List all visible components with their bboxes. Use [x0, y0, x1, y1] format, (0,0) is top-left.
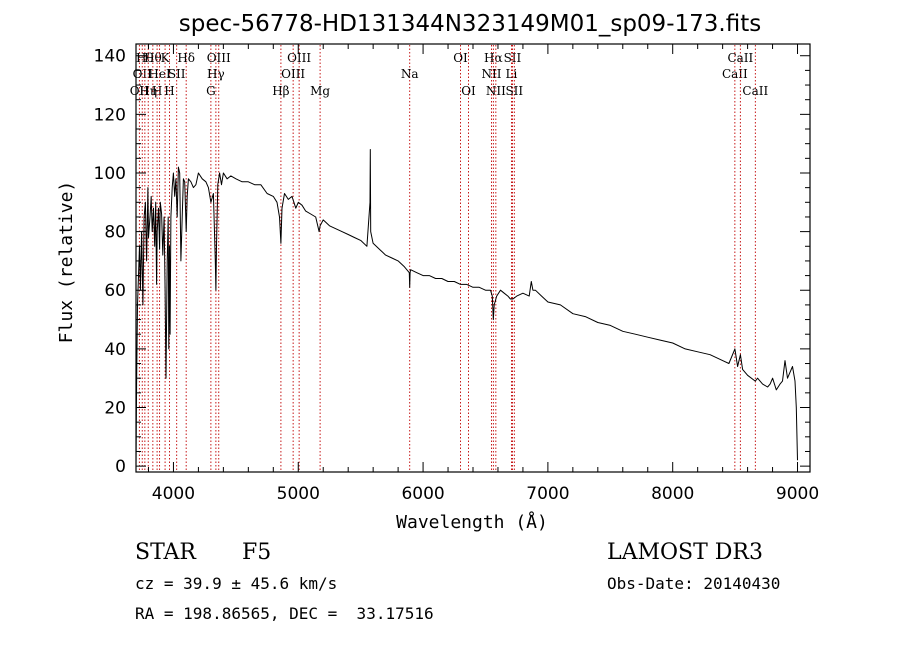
y-axis: 0 20 40 60 80 100 120 140 — [94, 47, 810, 477]
object-subclass: F5 — [242, 540, 272, 565]
y-axis-label: Flux (relative) — [56, 181, 77, 344]
x-tick-label: 5000 — [277, 484, 320, 504]
y-tick-label: 140 — [94, 47, 126, 67]
line-marker-label: OII — [130, 84, 150, 98]
object-class: STAR — [135, 540, 196, 565]
line-marker-label: OI — [461, 84, 476, 98]
line-marker-label: SII — [505, 84, 523, 98]
line-marker-label: H — [164, 84, 174, 98]
line-marker-label: H — [152, 84, 162, 98]
chart-title: spec-56778-HD131344N323149M01_sp09-173.f… — [179, 11, 761, 37]
y-tick-label: 120 — [94, 105, 126, 125]
line-marker-label: OIII — [281, 67, 305, 81]
y-tick-label: 100 — [94, 164, 126, 184]
line-marker-label: NII — [486, 84, 506, 98]
line-marker-label: Mg — [310, 84, 330, 98]
line-marker-label: NII — [481, 67, 501, 81]
line-marker-label: G — [206, 84, 216, 98]
y-tick-label: 0 — [115, 457, 126, 477]
line-marker-label: OIII — [207, 51, 231, 65]
coordinates: RA = 198.86565, DEC = 33.17516 — [135, 604, 434, 623]
x-tick-label: 8000 — [651, 484, 694, 504]
x-tick-label: 9000 — [776, 484, 819, 504]
x-axis: 4000 5000 6000 7000 8000 9000 — [147, 44, 819, 504]
x-tick-label: 4000 — [152, 484, 195, 504]
line-marker-label: Li — [506, 67, 518, 81]
line-marker-label: Hδ — [177, 51, 195, 65]
line-marker-label: Na — [401, 67, 419, 81]
observation-date: Obs-Date: 20140430 — [607, 574, 781, 593]
plot-area — [135, 149, 798, 467]
line-marker-label: CaII — [727, 51, 753, 65]
plot-frame — [135, 43, 811, 473]
x-axis-label: Wavelength (Å) — [396, 511, 548, 533]
y-tick-label: 60 — [104, 281, 126, 301]
y-tick-label: 20 — [104, 399, 126, 419]
line-marker-label: OIII — [287, 51, 311, 65]
line-marker-label: Hθ — [136, 51, 154, 65]
survey-name: LAMOST DR3 — [607, 540, 763, 565]
line-marker-label: Hγ — [207, 67, 225, 81]
line-markers: OIIOIIHθHηHθHHeIKHSIIHδGHγOIIIHβOIIIOIII… — [130, 45, 768, 471]
line-marker-label: SII — [168, 67, 186, 81]
line-marker-label: SII — [504, 51, 522, 65]
line-marker-label: Hα — [484, 51, 503, 65]
y-tick-label: 40 — [104, 340, 126, 360]
y-tick-label: 80 — [104, 223, 126, 243]
x-tick-label: 6000 — [401, 484, 444, 504]
line-marker-label: K — [161, 51, 171, 65]
line-marker-label: Hβ — [272, 84, 289, 98]
line-marker-label: OI — [453, 51, 468, 65]
line-marker-label: CaII — [742, 84, 768, 98]
redshift-velocity: cz = 39.9 ± 45.6 km/s — [135, 574, 338, 593]
x-tick-label: 7000 — [526, 484, 569, 504]
line-marker-label: CaII — [722, 67, 748, 81]
spectrum-line — [135, 149, 798, 467]
line-marker-label: Hθ — [144, 51, 162, 65]
